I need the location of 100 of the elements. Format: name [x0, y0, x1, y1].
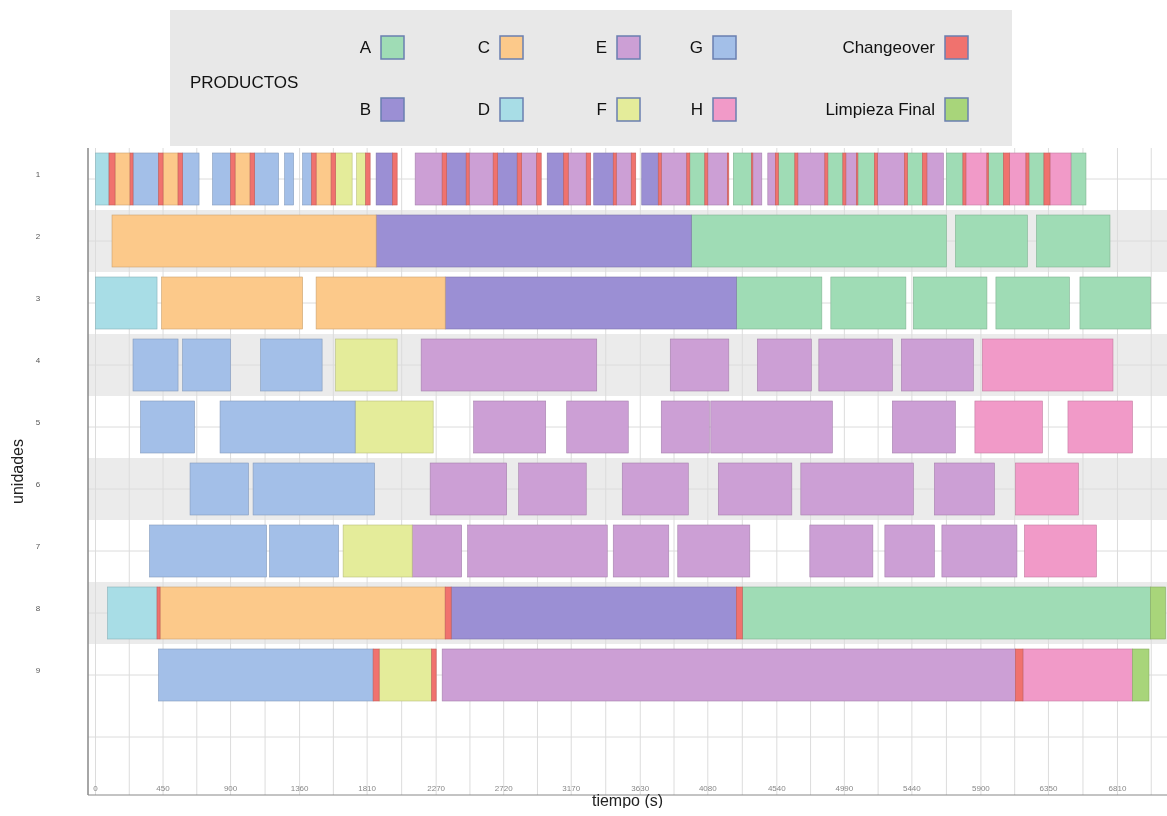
bar — [827, 152, 844, 206]
bar — [988, 152, 1004, 206]
bar — [907, 152, 923, 206]
bar — [677, 524, 751, 578]
bar — [132, 152, 159, 206]
bar — [429, 462, 507, 516]
bar — [212, 152, 231, 206]
bar — [365, 152, 371, 206]
bar — [830, 276, 907, 330]
bar — [660, 152, 688, 206]
bar — [641, 152, 659, 206]
y-tick-label: 4 — [35, 356, 41, 365]
y-tick-label: 2 — [35, 232, 41, 241]
x-tick-label: 4080 — [698, 784, 718, 793]
legend-label: D — [477, 100, 490, 119]
bar — [129, 152, 134, 206]
bar — [884, 524, 935, 578]
bar — [354, 400, 434, 454]
legend-label: Changeover — [842, 38, 936, 57]
bar — [941, 524, 1018, 578]
bar — [182, 152, 200, 206]
bar — [757, 338, 812, 392]
bar — [690, 214, 947, 268]
bar — [311, 152, 317, 206]
bar — [335, 152, 353, 206]
bar — [536, 152, 542, 206]
bar — [778, 152, 796, 206]
bar — [1067, 400, 1133, 454]
x-tick-label: 0 — [93, 784, 99, 793]
bar — [252, 462, 375, 516]
bar — [1009, 152, 1027, 206]
bar — [411, 524, 462, 578]
bar — [736, 586, 743, 640]
bar — [982, 338, 1114, 392]
x-tick-label: 2270 — [427, 784, 446, 793]
bar — [934, 462, 995, 516]
bar — [140, 400, 195, 454]
bar — [1015, 462, 1079, 516]
bar — [904, 152, 908, 206]
bar — [95, 276, 158, 330]
bar — [1132, 648, 1150, 702]
bar — [161, 276, 303, 330]
bar — [467, 524, 608, 578]
bar — [818, 338, 893, 392]
bar — [630, 152, 637, 206]
legend-label: H — [690, 100, 703, 119]
bar — [414, 152, 443, 206]
bar — [420, 338, 598, 392]
bar — [315, 276, 446, 330]
bar — [669, 338, 730, 392]
bar — [441, 648, 1016, 702]
legend-label: C — [477, 38, 490, 57]
y-tick-label: 6 — [35, 480, 41, 489]
bar — [392, 152, 398, 206]
bar — [926, 152, 944, 206]
bar — [444, 586, 452, 640]
bar — [444, 276, 737, 330]
bar — [473, 400, 547, 454]
bar — [492, 152, 498, 206]
bar — [149, 524, 267, 578]
bar — [1043, 152, 1051, 206]
bar — [431, 648, 437, 702]
bar — [775, 152, 779, 206]
bar — [704, 152, 709, 206]
bar — [372, 648, 380, 702]
bar — [497, 152, 518, 206]
legend-label: B — [359, 100, 371, 119]
bar — [516, 152, 522, 206]
x-tick-label: 5440 — [902, 784, 922, 793]
bar — [995, 276, 1070, 330]
x-tick-label: 900 — [223, 784, 238, 793]
bar — [330, 152, 336, 206]
legend-label: A — [359, 38, 372, 57]
bar — [857, 152, 875, 206]
bar — [546, 152, 565, 206]
y-tick-label: 9 — [35, 666, 41, 675]
bar — [1070, 152, 1087, 206]
bar — [132, 338, 179, 392]
bar — [767, 152, 776, 206]
bar — [824, 152, 829, 206]
bar — [752, 152, 763, 206]
bar — [615, 152, 632, 206]
bar — [518, 462, 587, 516]
x-tick-label: 1360 — [290, 784, 310, 793]
bar — [260, 338, 323, 392]
bar — [955, 214, 1028, 268]
bar — [107, 586, 158, 640]
bar — [1024, 524, 1097, 578]
bar — [892, 400, 956, 454]
legend-label: E — [595, 38, 607, 57]
bar — [1025, 152, 1030, 206]
bar — [378, 648, 432, 702]
bar — [158, 152, 164, 206]
bar — [657, 152, 662, 206]
bar — [612, 152, 617, 206]
bar — [156, 586, 161, 640]
bar — [189, 462, 249, 516]
bar — [621, 462, 689, 516]
bar — [566, 400, 629, 454]
bar — [797, 152, 826, 206]
